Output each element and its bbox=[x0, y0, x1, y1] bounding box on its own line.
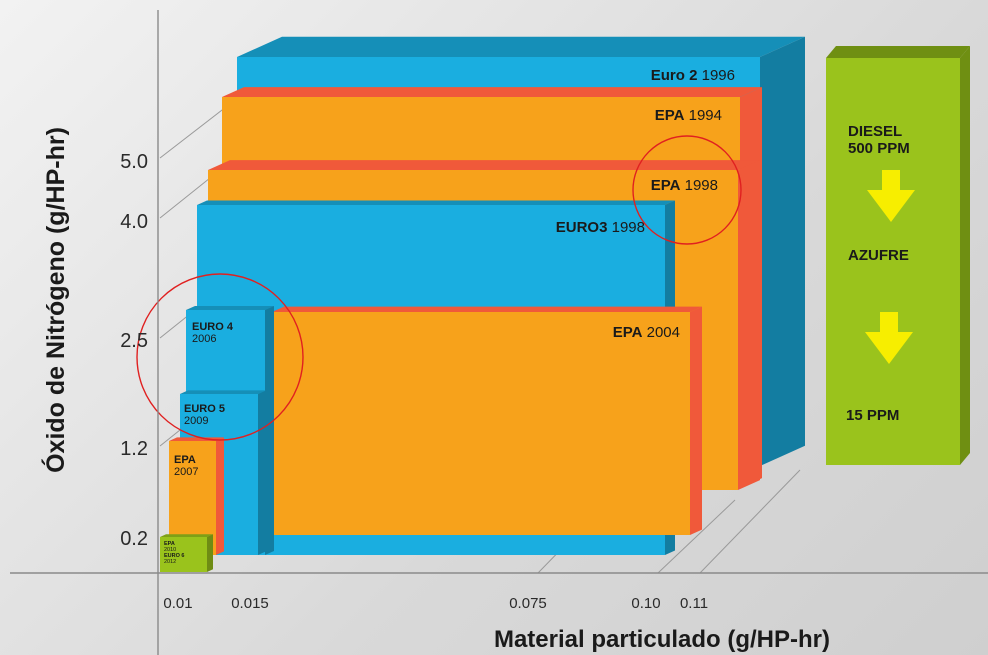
bar-label-name: EURO3 bbox=[556, 219, 608, 236]
bar-label-line: 2010 bbox=[164, 547, 176, 553]
bar-label: EPA 2004 bbox=[613, 324, 680, 341]
panel-bottom-text: 15 PPM bbox=[846, 407, 899, 424]
y-tick-label: 5.0 bbox=[120, 151, 148, 173]
bar-label-line: EPA bbox=[164, 541, 175, 547]
axes: Óxido de Nitrógeno (g/HP-hr) Material pa… bbox=[10, 10, 988, 655]
bar-label: Euro 2 1996 bbox=[651, 67, 735, 84]
panel-side-face bbox=[960, 46, 970, 465]
perspective-line bbox=[657, 499, 736, 574]
bar-label-year: 1998 bbox=[680, 177, 718, 194]
bar-top-face bbox=[160, 534, 213, 537]
x-axis-title: Material particulado (g/HP-hr) bbox=[494, 626, 830, 653]
bar-label-year: 1996 bbox=[697, 67, 735, 84]
bar-label-year: 2004 bbox=[642, 324, 680, 341]
x-tick-label: 0.11 bbox=[680, 595, 708, 612]
bar-label: EURO3 1998 bbox=[556, 219, 645, 236]
bar-side-face bbox=[690, 306, 702, 535]
x-tick-label: 0.015 bbox=[231, 595, 269, 612]
bar-label: EPA 1994 bbox=[655, 107, 722, 124]
bar-label-name: EPA bbox=[613, 324, 643, 341]
bar-label-line: 2012 bbox=[164, 559, 176, 565]
panel-front-face bbox=[826, 58, 960, 465]
bar-label-year: 1998 bbox=[607, 219, 645, 236]
panel-middle-text: AZUFRE bbox=[848, 247, 909, 264]
bar-label-name: EURO 5 bbox=[184, 403, 225, 415]
bar-label-name: EURO 4 bbox=[192, 321, 234, 333]
bar-side-face bbox=[207, 534, 213, 572]
bar-top-face bbox=[197, 200, 675, 205]
y-tick-label: 4.0 bbox=[120, 211, 148, 233]
x-tick-label: 0.075 bbox=[509, 595, 547, 612]
bar-label-name: EPA bbox=[651, 177, 681, 194]
down-arrow-icon bbox=[867, 170, 915, 222]
bar-top-face bbox=[272, 306, 702, 312]
highlight-circle bbox=[136, 273, 304, 441]
highlight-circles bbox=[136, 135, 742, 441]
y-axis-title: Óxido de Nitrógeno (g/HP-hr) bbox=[40, 127, 70, 473]
x-tick-label: 0.10 bbox=[631, 595, 660, 612]
bar-label: EPA 1998 bbox=[651, 177, 718, 194]
bar-front-face bbox=[160, 537, 207, 572]
panel-top-text: 500 PPM bbox=[848, 140, 910, 157]
bar-top-face bbox=[180, 390, 266, 394]
bar-label-name: Euro 2 bbox=[651, 67, 698, 84]
bar-side-face bbox=[216, 437, 224, 555]
bar-top-face bbox=[222, 87, 762, 97]
bar-label-year: 2006 bbox=[192, 333, 216, 345]
y-tick-label: 1.2 bbox=[120, 438, 148, 460]
y-tick-label: 2.5 bbox=[120, 330, 148, 352]
bar-top-face bbox=[186, 305, 274, 310]
bar-side-face bbox=[258, 390, 266, 555]
bar-side-face bbox=[265, 305, 274, 555]
bar-label-year: 1994 bbox=[684, 107, 722, 124]
down-arrow-icon bbox=[865, 312, 913, 364]
bar-label-name: EPA bbox=[174, 454, 196, 466]
bar-top-face bbox=[237, 36, 805, 57]
highlight-circle bbox=[632, 135, 742, 245]
perspective-line bbox=[699, 469, 801, 574]
panel-top-face bbox=[826, 46, 970, 58]
y-tick-label: 0.2 bbox=[120, 528, 148, 550]
bar-top-face bbox=[208, 160, 760, 170]
bar-label-name: EPA bbox=[655, 107, 685, 124]
bar-side-face bbox=[738, 160, 760, 490]
bar-label-year: 2007 bbox=[174, 466, 198, 478]
bar-label-year: 2009 bbox=[184, 415, 208, 427]
panel-top-text: DIESEL bbox=[848, 123, 902, 140]
x-tick-label: 0.01 bbox=[163, 595, 192, 612]
bar-front-face bbox=[272, 312, 690, 535]
bar-side-face bbox=[760, 36, 805, 466]
bar-label-line: EURO 6 bbox=[164, 553, 184, 559]
bar-epa-2004: EPA 2004 bbox=[272, 306, 702, 535]
